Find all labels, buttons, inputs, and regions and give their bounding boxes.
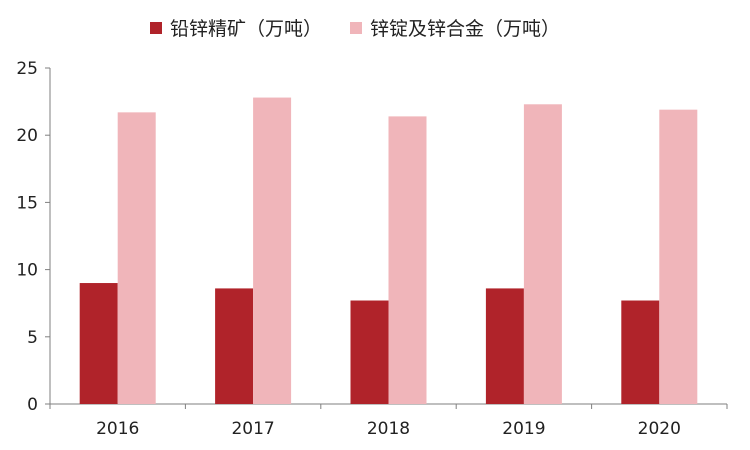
- bar-lead-zinc-concentrate-2019: [485, 288, 524, 404]
- legend-item-zinc-ingot-alloy: 锌锭及锌合金（万吨）: [350, 14, 560, 41]
- x-tick-label: 2020: [638, 419, 681, 439]
- bar-zinc-ingot-alloy-2020: [659, 109, 698, 404]
- legend-label-zinc-ingot-alloy: 锌锭及锌合金（万吨）: [370, 18, 561, 40]
- x-tick-label: 2016: [96, 419, 139, 439]
- bar-lead-zinc-concentrate-2020: [621, 300, 660, 404]
- y-tick-label: 5: [27, 328, 38, 348]
- y-tick-label: 10: [16, 261, 38, 281]
- bar-lead-zinc-concentrate-2018: [350, 300, 389, 404]
- bar-zinc-ingot-alloy-2019: [523, 104, 562, 405]
- bar-zinc-ingot-alloy-2017: [253, 97, 292, 405]
- y-tick-label: 15: [16, 193, 38, 213]
- bar-lead-zinc-concentrate-2016: [79, 283, 118, 404]
- legend-swatch-lead-zinc-concentrate: [150, 21, 162, 34]
- x-tick-label: 2019: [502, 419, 545, 439]
- y-tick-label: 25: [16, 59, 38, 79]
- bar-lead-zinc-concentrate-2017: [215, 288, 254, 404]
- x-tick-label: 2018: [367, 419, 410, 439]
- y-tick-label: 20: [16, 126, 38, 146]
- legend-item-lead-zinc-concentrate: 铅锌精矿（万吨）: [150, 14, 322, 41]
- x-tick-label: 2017: [231, 419, 274, 439]
- legend-label-lead-zinc-concentrate: 铅锌精矿（万吨）: [170, 18, 323, 40]
- bar-zinc-ingot-alloy-2016: [117, 112, 156, 405]
- y-tick-label: 0: [27, 395, 38, 415]
- bar-zinc-ingot-alloy-2018: [388, 116, 427, 404]
- legend-swatch-zinc-ingot-alloy: [350, 21, 363, 34]
- legend: 铅锌精矿（万吨） 锌锭及锌合金（万吨）: [150, 14, 560, 41]
